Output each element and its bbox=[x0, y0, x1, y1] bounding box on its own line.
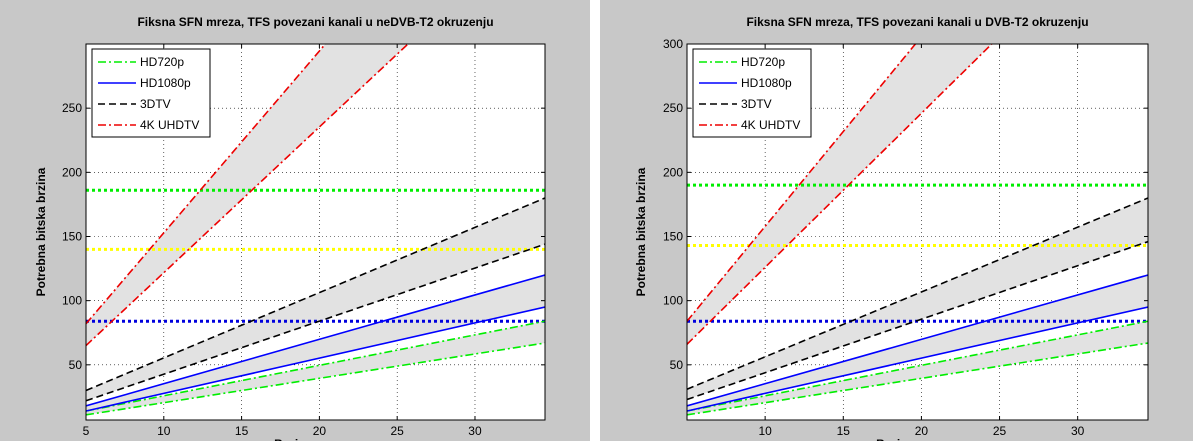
chart-title: Fiksna SFN mreza, TFS povezani kanali u … bbox=[746, 15, 1088, 29]
chart-panel-right: Fiksna SFN mreza, TFS povezani kanali u … bbox=[600, 0, 1193, 441]
band-hd1080p bbox=[687, 274, 1148, 412]
legend: HD720p HD1080p 3DTV 4K UHDTV bbox=[692, 48, 812, 138]
y-tick-label: 50 bbox=[670, 358, 684, 372]
legend: HD720p HD1080p 3DTV 4K UHDTV bbox=[91, 48, 211, 138]
y-tick-label: 100 bbox=[663, 294, 683, 308]
x-tick-label: 10 bbox=[758, 424, 772, 438]
legend-label: 3DTV bbox=[140, 97, 171, 111]
legend-label: HD1080p bbox=[140, 76, 191, 90]
legend-box bbox=[692, 48, 812, 138]
legend-label: HD720p bbox=[140, 55, 184, 69]
y-tick-label: 150 bbox=[663, 229, 683, 243]
y-tick-label: 100 bbox=[62, 294, 82, 308]
x-axis-label: Broj programa bbox=[876, 437, 959, 441]
series-line-3dtv-upper bbox=[687, 197, 1148, 390]
series-line-hd720p-lower bbox=[687, 342, 1148, 416]
series-line-hd720p-upper bbox=[86, 320, 545, 412]
x-tick-label: 30 bbox=[468, 424, 482, 438]
x-axis-label: Broj programa bbox=[274, 437, 357, 441]
legend-label: 3DTV bbox=[741, 97, 772, 111]
legend-label: 4K UHDTV bbox=[741, 118, 800, 132]
chart-panel-left: Fiksna SFN mreza, TFS povezani kanali u … bbox=[0, 0, 590, 441]
chart-left: Fiksna SFN mreza, TFS povezani kanali u … bbox=[34, 15, 546, 441]
y-tick-label: 200 bbox=[663, 165, 683, 179]
band-hd1080p bbox=[86, 274, 545, 412]
band-hd720p bbox=[687, 321, 1148, 415]
y-tick-label: 50 bbox=[69, 358, 83, 372]
series-line-hd720p-upper bbox=[687, 320, 1148, 412]
series-line-3dtv-lower bbox=[86, 243, 545, 402]
band-3dtv bbox=[687, 197, 1148, 400]
x-tick-label: 5 bbox=[83, 424, 90, 438]
series-line-hd1080p-upper bbox=[687, 274, 1148, 407]
x-tick-label: 25 bbox=[993, 424, 1007, 438]
x-tick-label: 30 bbox=[1071, 424, 1085, 438]
legend-label: HD1080p bbox=[741, 76, 792, 90]
y-tick-label: 150 bbox=[62, 229, 82, 243]
series-line-4k-uhdtv-upper bbox=[86, 44, 327, 325]
chart-right: Fiksna SFN mreza, TFS povezani kanali u … bbox=[634, 15, 1149, 441]
series-line-3dtv-lower bbox=[687, 240, 1148, 401]
chart-title: Fiksna SFN mreza, TFS povezani kanali u … bbox=[137, 15, 493, 29]
x-tick-label: 25 bbox=[391, 424, 405, 438]
x-tick-label: 15 bbox=[235, 424, 249, 438]
axes-frame bbox=[85, 43, 546, 421]
series-line-hd720p-lower bbox=[86, 342, 545, 416]
y-axis-label: Potrebna bitska brzina bbox=[634, 167, 648, 296]
band-hd720p bbox=[86, 321, 545, 415]
series-line-4k-uhdtv-lower bbox=[687, 44, 993, 345]
y-tick-label: 250 bbox=[62, 101, 82, 115]
series-line-hd1080p-upper bbox=[86, 274, 545, 407]
y-tick-label: 250 bbox=[663, 101, 683, 115]
series-line-3dtv-upper bbox=[86, 197, 545, 392]
y-axis-label: Potrebna bitska brzina bbox=[34, 167, 48, 296]
x-tick-label: 20 bbox=[915, 424, 929, 438]
series-line-hd1080p-lower bbox=[687, 306, 1148, 412]
y-tick-label: 200 bbox=[62, 165, 82, 179]
series-line-hd1080p-lower bbox=[86, 306, 545, 412]
x-tick-label: 15 bbox=[837, 424, 851, 438]
x-tick-label: 10 bbox=[157, 424, 171, 438]
axes-frame bbox=[686, 43, 1149, 421]
y-tick-label: 300 bbox=[663, 37, 683, 51]
x-tick-label: 20 bbox=[313, 424, 327, 438]
legend-box bbox=[91, 48, 211, 138]
legend-label: HD720p bbox=[741, 55, 785, 69]
legend-label: 4K UHDTV bbox=[140, 118, 199, 132]
